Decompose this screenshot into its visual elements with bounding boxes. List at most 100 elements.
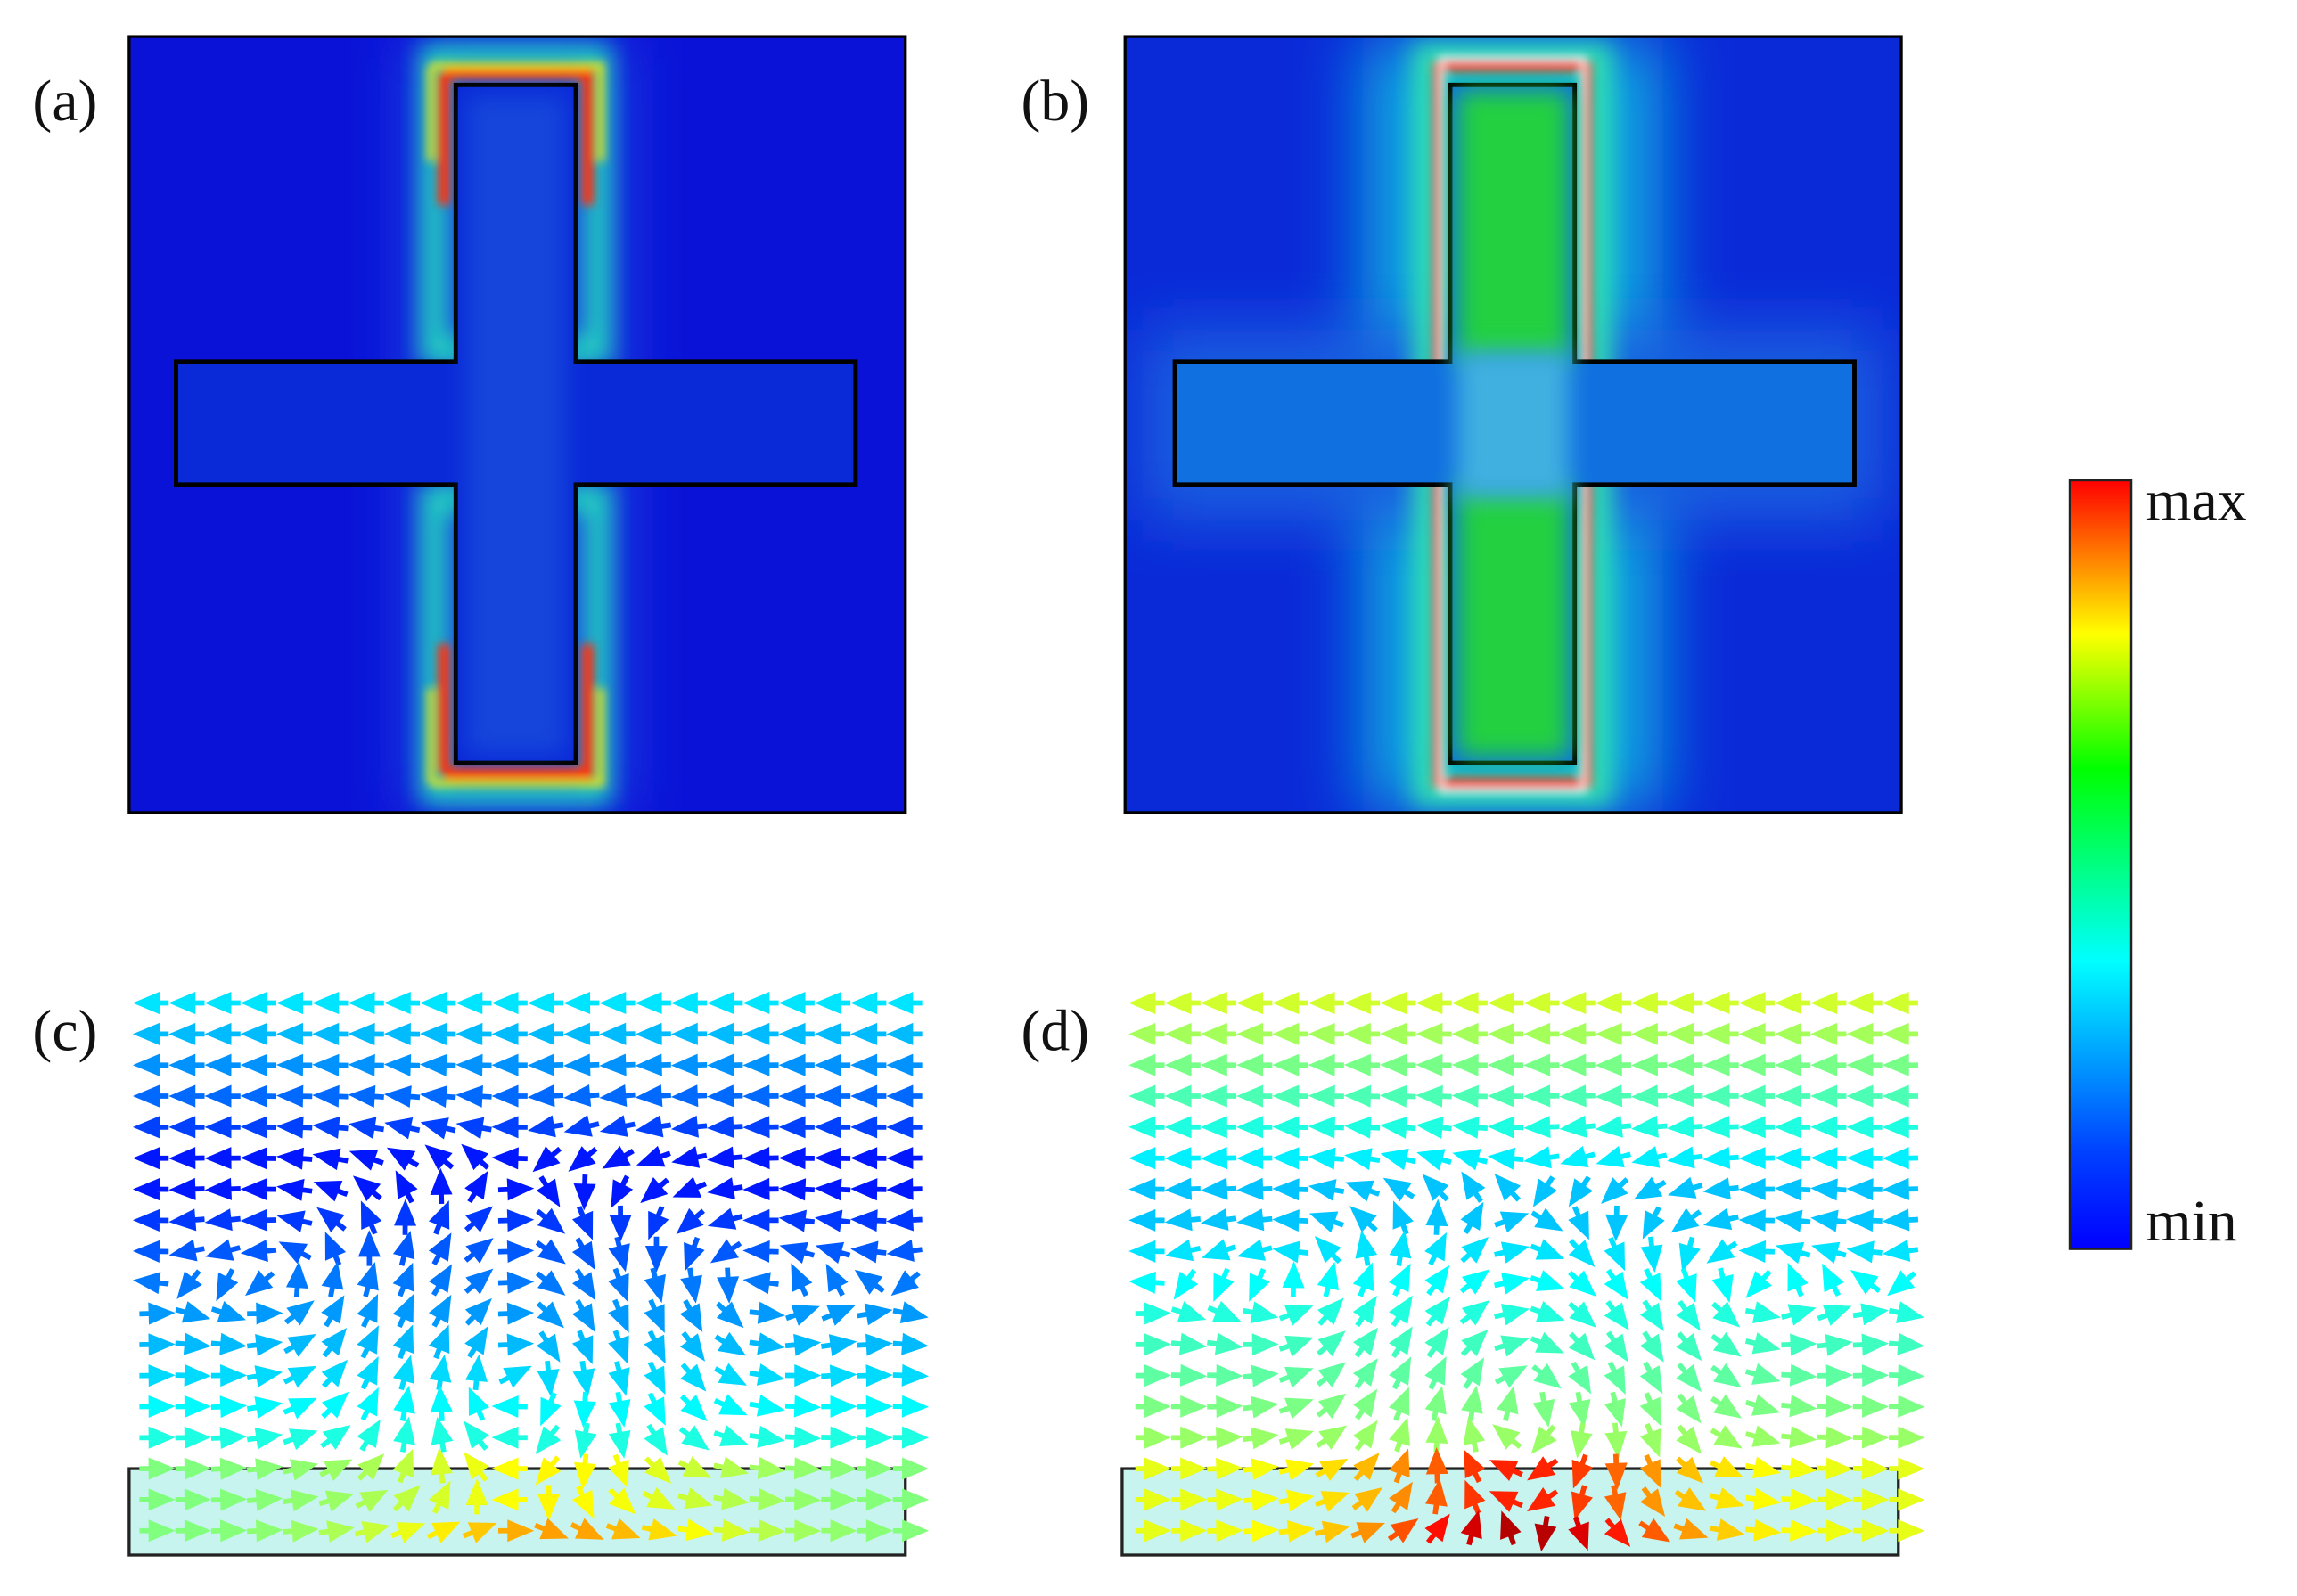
vector-arrow: [497, 1333, 535, 1356]
vector-arrow: [1846, 1178, 1883, 1201]
vector-arrow: [1460, 1357, 1485, 1390]
vector-arrow: [785, 1364, 822, 1387]
vector-arrow: [608, 1391, 631, 1428]
vector-arrow: [563, 1115, 600, 1137]
vector-arrow: [644, 1267, 666, 1304]
vector-arrow: [1710, 1425, 1743, 1449]
vector-arrow: [357, 1262, 379, 1297]
vector-arrow: [1523, 1116, 1560, 1139]
vector-arrow: [1523, 992, 1560, 1015]
vector-arrow: [132, 1240, 169, 1263]
vector-arrow: [175, 1519, 211, 1543]
vector-arrow: [1236, 1084, 1273, 1108]
vector-arrow: [1170, 1363, 1208, 1387]
vector-arrow: [419, 1053, 456, 1076]
vector-arrow: [1709, 1487, 1745, 1510]
vector-arrow: [540, 1392, 562, 1427]
vector-arrow: [1349, 1206, 1378, 1232]
vector-arrow: [1738, 992, 1775, 1015]
vector-arrow: [1817, 1333, 1853, 1356]
vector-arrow: [1460, 1237, 1489, 1264]
vector-arrow: [419, 992, 456, 1015]
vector-arrow: [455, 1022, 492, 1045]
vector-arrow: [1633, 1176, 1667, 1200]
vector-arrow: [1530, 1207, 1563, 1232]
vector-arrow: [426, 1521, 461, 1543]
vector-arrow: [784, 1333, 822, 1356]
vector-arrow: [1674, 1486, 1707, 1511]
vector-arrow: [204, 1084, 241, 1108]
vector-arrow: [240, 1208, 277, 1232]
vector-arrow: [1494, 1273, 1530, 1295]
vector-arrow: [886, 992, 923, 1015]
vector-arrow: [1817, 1364, 1853, 1387]
vector-arrow: [1781, 1518, 1817, 1543]
vector-arrow: [1170, 1395, 1208, 1418]
vector-arrow: [1173, 1268, 1199, 1300]
inner-field: [465, 94, 566, 755]
vector-arrow: [1810, 1209, 1847, 1232]
vector-arrow: [857, 1519, 893, 1543]
vector-arrow: [644, 1392, 666, 1426]
vector-arrow: [713, 1487, 750, 1510]
vector-arrow: [1415, 1022, 1452, 1045]
vector-arrow: [1424, 1232, 1447, 1266]
vector-arrow: [1164, 1022, 1201, 1045]
inner-field: [1457, 484, 1570, 757]
vector-arrow: [1380, 1084, 1416, 1108]
vector-arrow: [1639, 1299, 1664, 1331]
vector-arrow: [321, 1295, 345, 1328]
vector-arrow: [1382, 1177, 1415, 1202]
vector-arrow: [1314, 1235, 1341, 1265]
panel-a: [128, 37, 906, 813]
vector-arrow: [892, 1519, 930, 1543]
vector-field-d: [1128, 991, 1925, 1552]
vector-arrow: [599, 1022, 636, 1045]
vector-arrow: [1243, 1364, 1279, 1387]
panel-frame: [127, 35, 907, 814]
vector-arrow: [1464, 1449, 1486, 1484]
vector-arrow: [635, 1053, 671, 1076]
vector-arrow: [1817, 1305, 1852, 1326]
vector-arrow: [573, 1174, 596, 1211]
vector-arrow: [1846, 1022, 1883, 1045]
vector-arrow: [1207, 1457, 1243, 1480]
vector-arrow: [1243, 1488, 1279, 1511]
vector-arrow: [1282, 1261, 1305, 1297]
vector-arrow: [644, 1236, 668, 1273]
vector-arrow: [1200, 1177, 1237, 1200]
vector-arrow: [1343, 992, 1381, 1015]
vector-arrow: [1711, 1301, 1741, 1328]
vector-arrow: [424, 1144, 455, 1171]
vector-arrow: [1710, 1331, 1742, 1357]
vector-arrow: [886, 1084, 923, 1108]
vector-arrow: [670, 1115, 708, 1138]
vector-arrow: [1424, 1386, 1447, 1422]
panel-label: (c): [32, 998, 97, 1063]
vector-arrow: [246, 1365, 283, 1387]
vector-arrow: [742, 1208, 779, 1232]
vector-arrow: [1416, 1149, 1452, 1171]
vector-arrow: [1459, 1300, 1490, 1326]
vector-arrow: [854, 1269, 885, 1295]
vector-arrow: [857, 1426, 893, 1449]
vector-arrow: [240, 1022, 277, 1045]
vector-arrow: [571, 1237, 595, 1271]
vector-arrow: [1852, 1303, 1889, 1326]
vector-arrow: [1380, 992, 1416, 1015]
vector-arrow: [749, 1425, 785, 1448]
vector-arrow: [1345, 1180, 1381, 1202]
vector-arrow: [1738, 1177, 1775, 1201]
vector-arrow: [1744, 1487, 1782, 1510]
vector-arrow: [1451, 992, 1488, 1015]
vector-arrow: [1387, 1518, 1419, 1543]
vector-arrow: [1272, 1240, 1308, 1264]
vector-arrow: [1568, 1361, 1592, 1395]
vector-arrow: [535, 1270, 566, 1296]
vector-arrow: [1351, 1486, 1383, 1512]
vector-arrow: [284, 1300, 315, 1326]
vector-arrow: [1494, 1304, 1530, 1326]
vector-arrow: [527, 1022, 564, 1045]
vector-arrow: [672, 1176, 707, 1198]
panel-frame: [1123, 35, 1903, 814]
